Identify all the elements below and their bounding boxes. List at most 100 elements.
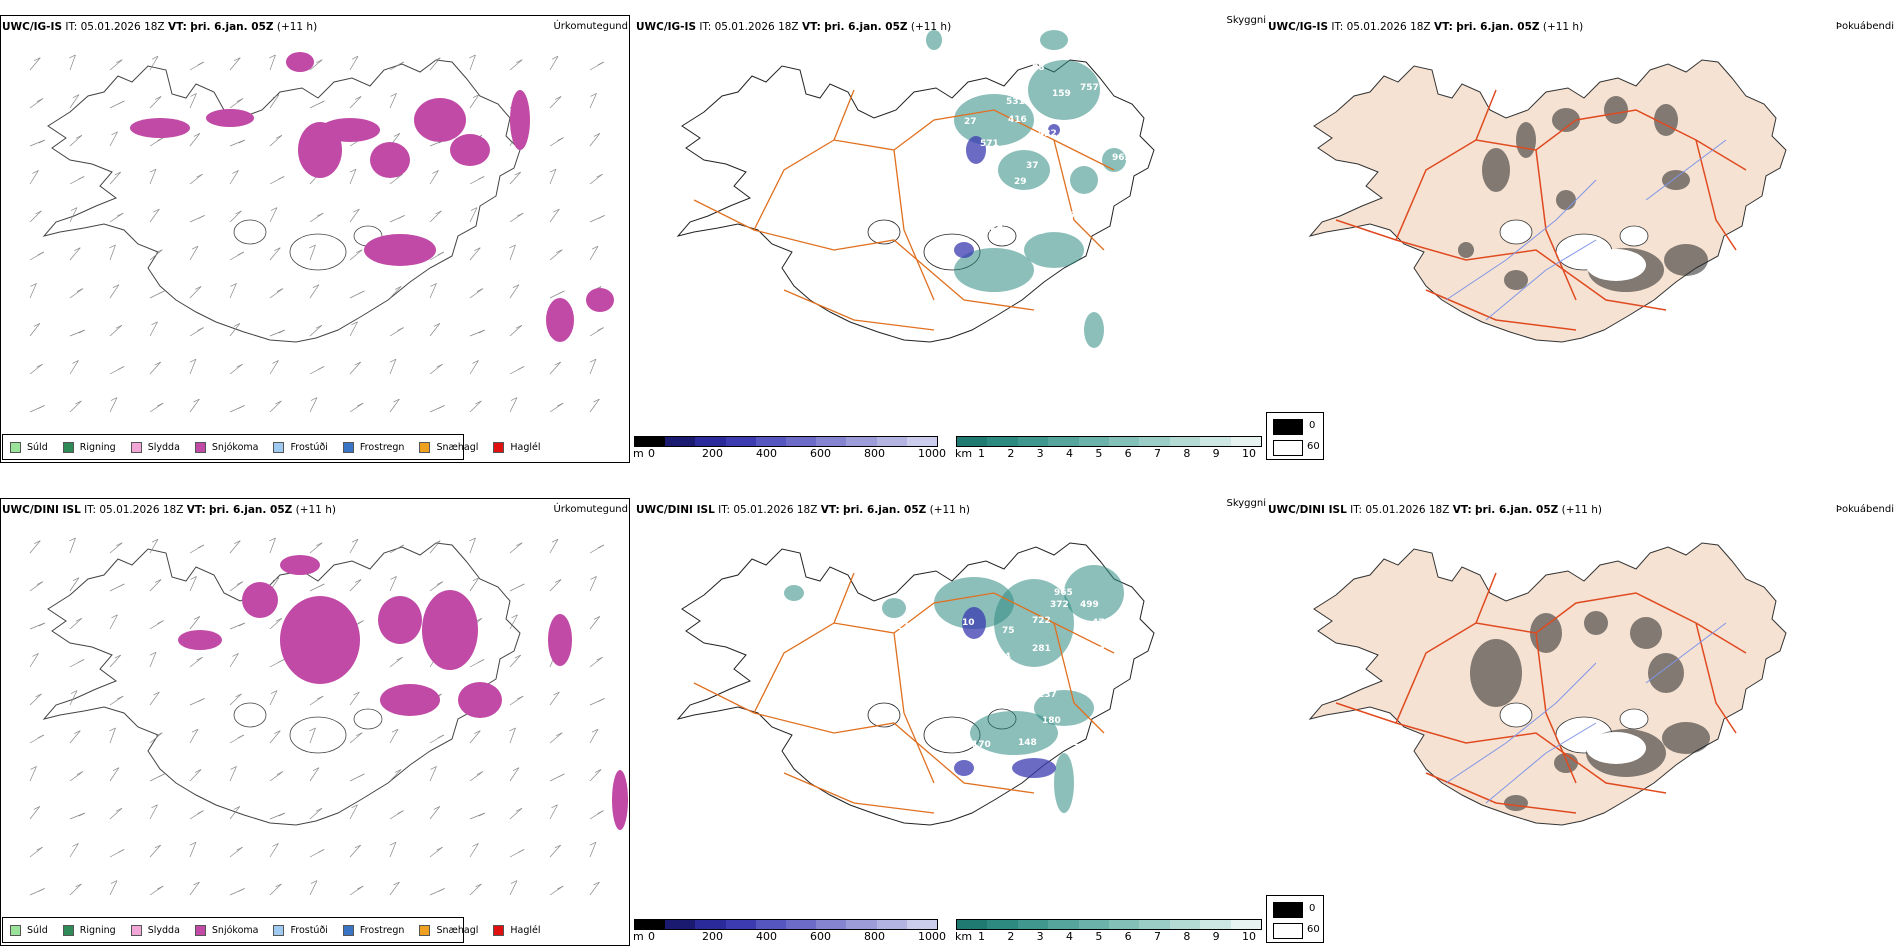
precip-legend-item: Slydda — [130, 924, 180, 936]
road-line — [1053, 622, 1105, 734]
colorbar-tick: 200 — [702, 447, 723, 460]
glacier-area — [1586, 249, 1646, 281]
colorbar-segment — [876, 920, 907, 929]
panel-frame — [0, 498, 630, 946]
wind-barb-flag — [238, 888, 245, 892]
cloud-base-value: 148 — [1018, 738, 1037, 748]
visibility-title: Skyggni — [1226, 15, 1266, 26]
wind-barb — [389, 881, 400, 896]
colorbar-segment — [846, 437, 877, 446]
wind-barb-flag — [558, 290, 565, 295]
wind-barb-flag — [189, 841, 197, 846]
glacier-outline — [233, 702, 267, 728]
precip-legend: Súld Rigning Slydda Snjókoma Frostúði Frostre… — [2, 434, 541, 460]
wind-barb-flag — [112, 767, 120, 772]
precip-type-panel: UWC/DINI ISL IT: 05.01.2026 18Z VT: þri.… — [0, 483, 632, 948]
wind-barb — [149, 169, 157, 185]
wind-barb-flag — [436, 846, 443, 851]
legend-swatch — [419, 441, 431, 453]
wind-barb-flag — [510, 397, 518, 401]
wind-barb-flag — [70, 690, 78, 694]
wind-barb-flag — [37, 734, 45, 739]
wind-barb-flag — [472, 577, 480, 582]
wind-barb — [389, 728, 399, 744]
wind-barb — [549, 732, 563, 744]
cloudbase-colorbar: m 0 200 400 600 800 1000 — [633, 436, 946, 462]
wind-barb — [69, 54, 76, 71]
wind-barb-flag — [193, 881, 200, 886]
wind-barb-flag — [474, 730, 481, 735]
wind-barb — [269, 247, 281, 261]
wind-barb — [229, 98, 244, 109]
wind-barb — [69, 577, 80, 592]
wind-barb-flag — [274, 730, 281, 735]
fog-area — [1604, 96, 1628, 124]
wind-barb-flag — [198, 215, 205, 219]
wind-barb-flag — [478, 329, 485, 334]
wind-barb-flag — [551, 804, 558, 809]
wind-barb-flag — [556, 249, 563, 254]
wind-barb — [349, 579, 362, 592]
wind-barb-flag — [111, 131, 118, 136]
colorbar-segment — [786, 437, 817, 446]
cloud-base-value: 180 — [1042, 716, 1061, 726]
wind-barb-flag — [389, 358, 397, 363]
wind-barb-flag — [356, 249, 363, 254]
precip-legend-item: Snæhagl — [419, 441, 478, 453]
wind-barb-flag — [474, 247, 481, 252]
river-line — [1645, 139, 1727, 201]
wind-barb — [309, 880, 318, 896]
road-line — [753, 109, 1115, 231]
wind-barb-flag — [76, 771, 84, 775]
cloud-base-value: 757 — [1080, 83, 1099, 93]
road-line — [1395, 592, 1747, 724]
wind-barb-flag — [515, 807, 523, 812]
low-visibility-area — [1084, 312, 1104, 348]
wind-barb — [29, 323, 41, 337]
fog-area — [1516, 122, 1536, 158]
wind-barb — [29, 57, 41, 71]
cloud-base-value: 10 — [962, 618, 975, 628]
snow-area — [548, 614, 572, 666]
wind-barb — [589, 616, 601, 630]
road-line — [1535, 632, 1577, 784]
wind-barb-flag — [470, 207, 478, 211]
wind-barb — [149, 55, 159, 71]
wind-barb-flag — [36, 98, 44, 102]
snow-area — [378, 596, 422, 644]
wind-barb — [589, 93, 597, 109]
road-line — [1475, 572, 1497, 624]
wind-barb-flag — [36, 846, 43, 851]
fog-area — [1482, 148, 1510, 192]
wind-barb — [549, 804, 558, 820]
fog-legend-white-swatch — [1273, 440, 1303, 456]
legend-swatch — [273, 441, 285, 453]
wind-barb — [269, 771, 284, 782]
fog-legend-low: 60 — [1307, 441, 1320, 452]
precip-type-title: Úrkomutegund — [553, 21, 628, 32]
cloud-base-value: 372 — [1050, 600, 1069, 610]
wind-barb-flag — [197, 810, 204, 814]
wind-barb — [309, 325, 323, 337]
wind-barb-flag — [512, 767, 520, 772]
colorbar-tick: 0 — [648, 447, 655, 460]
glacier-outline — [867, 219, 901, 245]
colorbar-segment — [635, 437, 666, 446]
road-line — [1475, 89, 1497, 141]
low-visibility-area — [1064, 565, 1124, 621]
precip-legend-item: Súld — [10, 441, 48, 453]
wind-barb-flag — [397, 544, 405, 549]
wind-barb-flag — [38, 888, 45, 892]
wind-barb-flag — [72, 360, 79, 364]
snow-area — [280, 555, 320, 575]
wind-barb-flag — [591, 245, 599, 250]
road-line — [693, 199, 1035, 311]
cloud-base-area — [1048, 124, 1060, 136]
wind-barb — [109, 767, 120, 782]
colorbar-tick: 7 — [1154, 930, 1161, 943]
wind-barb-flag — [154, 361, 161, 366]
wind-barb-flag — [390, 576, 397, 580]
cloud-base-value: 75 — [1002, 626, 1015, 636]
wind-barb-flag — [389, 841, 397, 846]
wind-barb — [349, 732, 363, 744]
